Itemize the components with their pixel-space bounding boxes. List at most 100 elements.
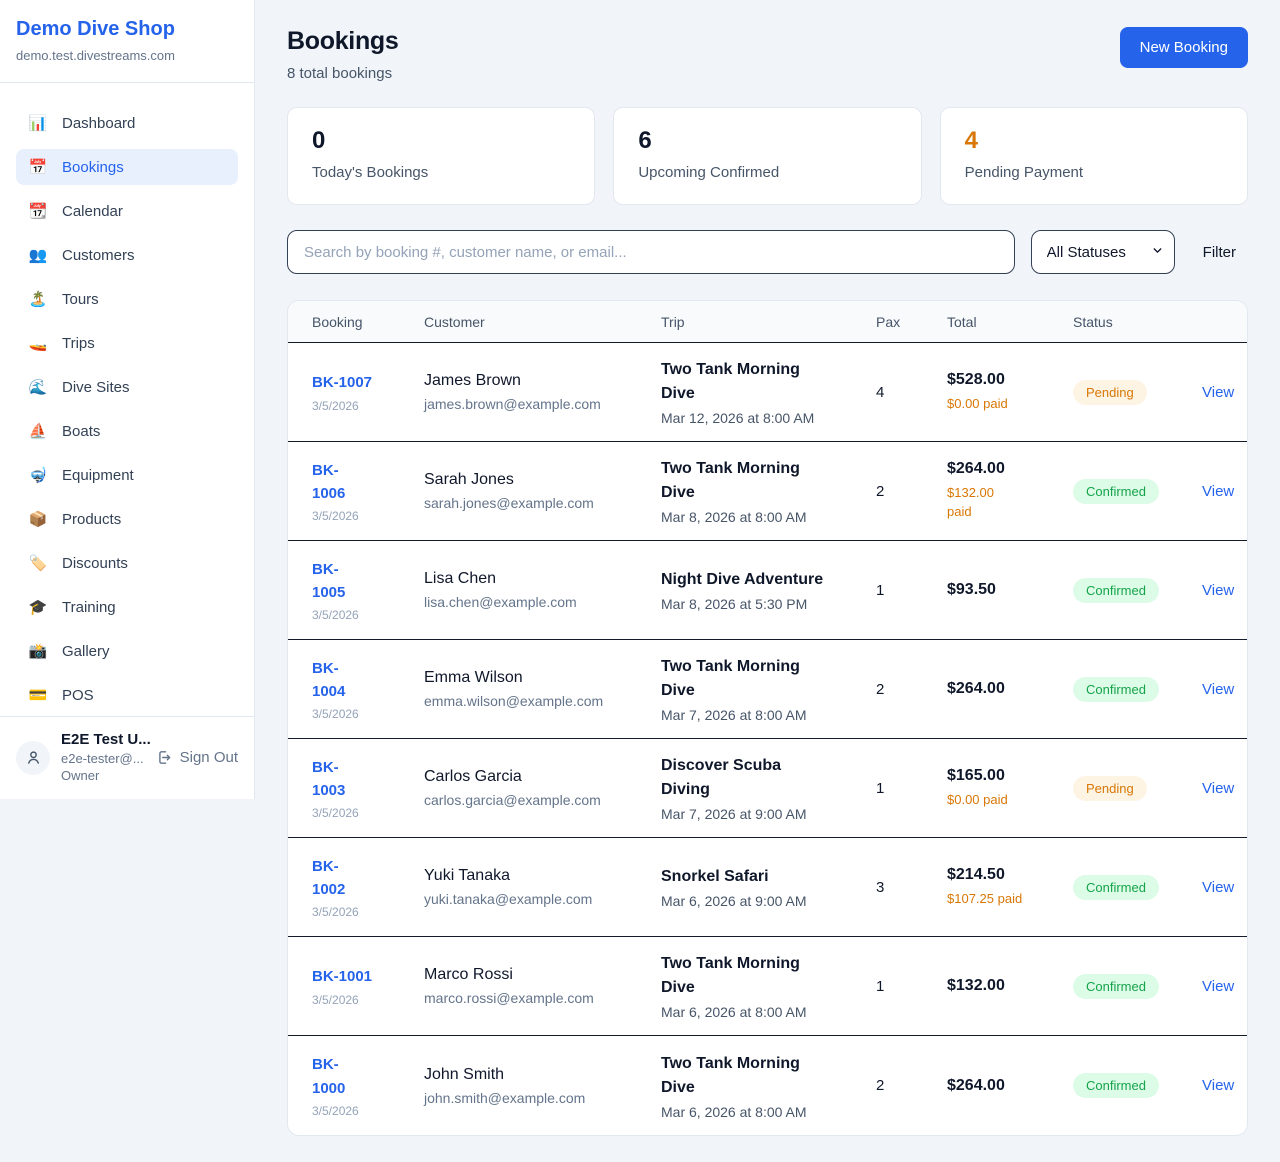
- sidebar-item-dive-sites[interactable]: 🌊 Dive Sites: [16, 369, 238, 405]
- customer-name: Sarah Jones: [424, 471, 514, 488]
- sidebar-item-label: Dashboard: [62, 114, 136, 132]
- view-link[interactable]: View: [1202, 482, 1235, 500]
- booking-id-link[interactable]: BK-1003: [312, 758, 346, 799]
- amount-paid: $0.00 paid: [947, 791, 1008, 807]
- table-row: BK-1005 3/5/2026 Lisa Chen lisa.chen@exa…: [288, 541, 1247, 640]
- status-select-wrap: All Statuses: [1030, 230, 1175, 274]
- customer-cell: Emma Wilson emma.wilson@example.com: [424, 669, 661, 709]
- stat-label: Today's Bookings: [312, 164, 429, 181]
- view-link[interactable]: View: [1202, 581, 1235, 599]
- speedboat-icon: 🚤: [28, 335, 48, 352]
- customer-email: carlos.garcia@example.com: [424, 792, 601, 808]
- total-amount: $165.00: [947, 766, 1005, 784]
- trip-name: Night Dive Adventure: [661, 571, 824, 588]
- sidebar-item-customers[interactable]: 👥 Customers: [16, 237, 238, 273]
- trip-name: Two Tank Morning Dive: [661, 361, 800, 402]
- column-header-pax: Pax: [876, 314, 901, 330]
- wave-icon: 🌊: [28, 379, 48, 396]
- booking-id-link[interactable]: BK-1004: [312, 659, 346, 700]
- trip-time: Mar 7, 2026 at 9:00 AM: [661, 806, 807, 822]
- view-link[interactable]: View: [1202, 383, 1235, 401]
- sidebar-item-gallery[interactable]: 📸 Gallery: [16, 633, 238, 669]
- sidebar-item-bookings[interactable]: 📅 Bookings: [16, 149, 238, 185]
- camera-icon: 📸: [28, 643, 48, 660]
- brand-domain: demo.test.divestreams.com: [16, 48, 175, 63]
- booking-id-link[interactable]: BK-1006: [312, 461, 346, 502]
- booking-id-link[interactable]: BK-1007: [312, 374, 373, 392]
- brand-name: Demo Dive Shop: [16, 18, 175, 40]
- view-link[interactable]: View: [1202, 680, 1235, 698]
- status-cell: Confirmed: [1073, 874, 1202, 900]
- customer-name: Marco Rossi: [424, 966, 513, 983]
- status-badge: Confirmed: [1073, 1073, 1159, 1098]
- view-link[interactable]: View: [1202, 779, 1235, 797]
- user-name: E2E Test U...: [61, 730, 151, 748]
- trip-cell: Two Tank Morning Dive Mar 8, 2026 at 8:0…: [661, 457, 876, 525]
- avatar: [16, 740, 50, 775]
- customer-email: john.smith@example.com: [424, 1089, 586, 1106]
- package-icon: 📦: [28, 511, 48, 528]
- status-cell: Confirmed: [1073, 1073, 1202, 1098]
- status-badge: Confirmed: [1073, 874, 1159, 900]
- view-link[interactable]: View: [1202, 1077, 1235, 1094]
- status-badge: Pending: [1073, 775, 1147, 801]
- booking-cell: BK-1006 3/5/2026: [312, 459, 424, 524]
- booking-id-link[interactable]: BK-1002: [312, 857, 346, 898]
- sidebar-item-label: Boats: [62, 422, 101, 440]
- sidebar-item-dashboard[interactable]: 📊 Dashboard: [16, 105, 238, 141]
- view-link[interactable]: View: [1202, 878, 1235, 896]
- table-row: BK-1004 3/5/2026 Emma Wilson emma.wilson…: [288, 640, 1247, 739]
- trip-time: Mar 6, 2026 at 8:00 AM: [661, 1103, 807, 1120]
- sidebar-item-trips[interactable]: 🚤 Trips: [16, 325, 238, 361]
- person-icon: [27, 751, 39, 765]
- booking-cell: BK-1004 3/5/2026: [312, 657, 424, 722]
- amount-paid: $0.00 paid: [947, 395, 1008, 411]
- sidebar-item-label: Dive Sites: [62, 378, 130, 396]
- table-header-row: Booking Customer Trip Pax Total Status: [288, 301, 1247, 343]
- tearoff-calendar-icon: 📆: [28, 203, 48, 220]
- sidebar-item-boats[interactable]: ⛵ Boats: [16, 413, 238, 449]
- trip-name: Two Tank Morning Dive: [661, 1054, 800, 1096]
- stat-value: 4: [964, 127, 979, 154]
- customer-name: Emma Wilson: [424, 669, 523, 686]
- sidebar-nav: 📊 Dashboard 📅 Bookings 📆 Calendar 👥 Cust…: [0, 83, 254, 716]
- sidebar-item-label: Bookings: [62, 158, 124, 176]
- customer-cell: Sarah Jones sarah.jones@example.com: [424, 471, 661, 511]
- sidebar-item-products[interactable]: 📦 Products: [16, 501, 238, 537]
- total-cell: $264.00: [947, 1077, 1073, 1095]
- sidebar-item-equipment[interactable]: 🤿 Equipment: [16, 457, 238, 493]
- status-cell: Confirmed: [1073, 577, 1202, 603]
- sidebar-item-calendar[interactable]: 📆 Calendar: [16, 193, 238, 229]
- search-input[interactable]: [287, 230, 1015, 274]
- trip-cell: Two Tank Morning Dive Mar 6, 2026 at 8:0…: [661, 952, 876, 1020]
- sidebar-item-label: Tours: [62, 290, 99, 308]
- sidebar-item-pos[interactable]: 💳 POS: [16, 677, 238, 713]
- table-row: BK-1006 3/5/2026 Sarah Jones sarah.jones…: [288, 442, 1247, 541]
- column-header-actions: [1202, 301, 1223, 342]
- booking-cell: BK-1002 3/5/2026: [312, 855, 424, 920]
- booking-id-link[interactable]: BK-1001: [312, 968, 373, 986]
- new-booking-button[interactable]: New Booking: [1119, 27, 1248, 68]
- customer-email: james.brown@example.com: [424, 396, 601, 412]
- column-header-booking: Booking: [312, 314, 363, 330]
- stat-card: 0 Today's Bookings: [287, 107, 596, 205]
- sidebar-item-training[interactable]: 🎓 Training: [16, 589, 238, 625]
- status-cell: Confirmed: [1073, 478, 1202, 504]
- table-row: BK-1000 3/5/2026 John Smith john.smith@e…: [288, 1036, 1247, 1135]
- sidebar-item-tours[interactable]: 🏝️ Tours: [16, 281, 238, 317]
- column-header-customer: Customer: [424, 314, 485, 330]
- booking-id-link[interactable]: BK-1000: [312, 1056, 346, 1097]
- booking-id-link[interactable]: BK-1005: [312, 560, 346, 601]
- logout-icon: [158, 751, 170, 765]
- customer-email: emma.wilson@example.com: [424, 693, 604, 709]
- status-cell: Confirmed: [1073, 676, 1202, 702]
- sidebar-item-discounts[interactable]: 🏷️ Discounts: [16, 545, 238, 581]
- booking-date: 3/5/2026: [312, 707, 359, 722]
- view-link[interactable]: View: [1202, 977, 1235, 995]
- trip-cell: Two Tank Morning Dive Mar 6, 2026 at 8:0…: [661, 1052, 876, 1120]
- sign-out-button[interactable]: Sign Out: [156, 749, 238, 766]
- brand-block: Demo Dive Shop demo.test.divestreams.com: [0, 0, 254, 83]
- filter-button[interactable]: Filter: [1191, 244, 1248, 261]
- status-select[interactable]: All Statuses: [1030, 230, 1175, 274]
- stat-label: Pending Payment: [964, 164, 1084, 181]
